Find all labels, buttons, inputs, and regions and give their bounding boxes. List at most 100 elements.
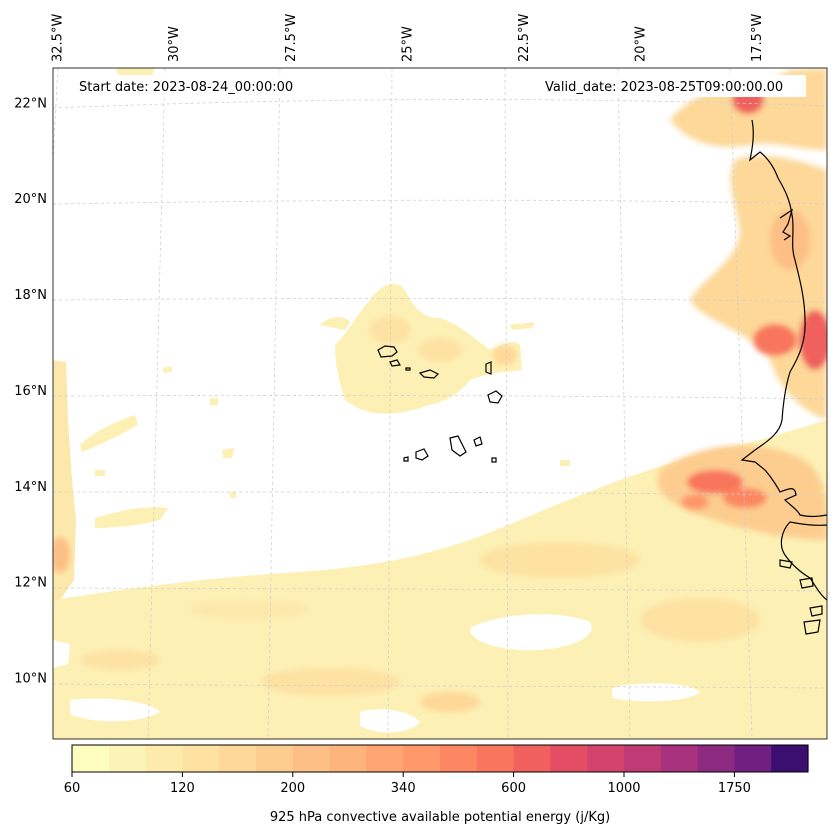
colorbar-segment (108, 745, 147, 772)
lat-tick-label: 18°N (14, 288, 47, 303)
colorbar-segment (182, 745, 220, 772)
cape-patch (190, 600, 310, 620)
colorbar-segment (145, 745, 183, 772)
cape-gap-south-3 (360, 709, 420, 733)
coastline-islands-bijagos (779, 559, 823, 635)
colorbar-segment (403, 745, 441, 772)
longitude-tick-labels: 32.5°W 30°W 27.5°W 25°W 22.5°W 20°W 17.5°W (51, 14, 765, 62)
cape-field (53, 68, 827, 739)
colorbar-segment (440, 745, 478, 772)
colorbar-segment (734, 745, 772, 772)
cape-patch (418, 338, 462, 362)
map-gridlines (53, 68, 827, 739)
colorbar-segment (329, 745, 367, 772)
island-fogo (415, 448, 429, 461)
cape-patch (640, 598, 760, 642)
cape-region-capeverde-tail (320, 317, 350, 330)
coastline-north-inlet (779, 208, 794, 241)
colorbar-segment (219, 745, 257, 772)
island-sao-nicolau (418, 369, 440, 379)
cape-patch-small (116, 68, 155, 75)
cape-gap-south-4 (70, 698, 160, 722)
cape-patch (770, 210, 810, 270)
cape-patch (260, 668, 400, 696)
cape-patch-small (222, 448, 234, 458)
colorbar-segment (366, 745, 404, 772)
lat-tick-label: 10°N (14, 672, 47, 687)
colorbar-border (71, 744, 809, 773)
cape-max-mauritania-1 (753, 324, 797, 356)
lat-tick-label: 14°N (14, 480, 47, 495)
colorbar-segment (256, 745, 294, 772)
colorbar-segment (550, 745, 588, 772)
lon-tick-label: 22.5°W (517, 14, 532, 62)
cape-region-south-band (53, 420, 827, 739)
cape-max-mauritania-2 (799, 310, 827, 370)
cape-patch (370, 316, 410, 344)
colorbar-tick-label: 1000 (607, 781, 640, 796)
colorbar-segment (292, 745, 331, 772)
cape-patch (80, 650, 160, 670)
colorbar-segment (72, 745, 110, 772)
cape-patch-small (163, 366, 172, 373)
cape-patch-small (95, 507, 168, 528)
island-small (491, 457, 497, 463)
island-santo-antao (377, 345, 398, 358)
cape-max-senegal-3 (681, 494, 709, 510)
cape-patch-small (230, 492, 236, 498)
colorbar-segment (771, 745, 809, 772)
cape-max-west-edge (53, 537, 70, 573)
cape-patch (480, 542, 640, 578)
lat-tick-label: 22°N (14, 96, 47, 111)
lon-tick-label: 25°W (400, 26, 415, 62)
cape-patch-small (560, 460, 570, 466)
lon-tick-label: 27.5°W (284, 14, 299, 62)
valid-date-label: Valid_date: 2023-08-25T09:00:00.00 (545, 80, 783, 95)
colorbar-tick-label: 60 (64, 781, 81, 796)
colorbar: 60 120 200 340 600 1000 1750 (64, 744, 809, 796)
colorbar-segment (513, 745, 551, 772)
lat-tick-label: 20°N (14, 192, 47, 207)
lon-tick-label: 30°W (167, 26, 182, 62)
coastline-guinea-bissau (780, 521, 827, 601)
cape-region-capeverde-east (510, 322, 535, 330)
colorbar-tick-label: 340 (391, 781, 416, 796)
colorbar-tick-label: 200 (280, 781, 305, 796)
cape-max-senegal-2 (723, 488, 767, 508)
lon-tick-label: 32.5°W (51, 14, 66, 62)
island-maio (473, 436, 483, 447)
cape-gap-south-2 (612, 683, 700, 702)
latitude-tick-labels: 22°N 20°N 18°N 16°N 14°N 12°N 10°N (14, 96, 47, 686)
colorbar-tick-label: 120 (170, 781, 195, 796)
cape-gap-south-1 (470, 614, 592, 651)
start-date-box (72, 75, 312, 97)
valid-date-box (538, 75, 806, 97)
lat-tick-label: 16°N (14, 384, 47, 399)
island-sao-vicente (389, 359, 401, 367)
island-boa-vista (487, 390, 503, 404)
colorbar-segment (697, 745, 735, 772)
colorbar-segment (476, 745, 515, 772)
cape-patch-small (95, 470, 105, 476)
cape-patch-small (210, 398, 218, 405)
map-frame (52, 67, 828, 740)
cape-verde-islands (377, 345, 503, 463)
island-santiago (449, 435, 467, 457)
cape-patch (493, 345, 517, 365)
cape-gap-south-5 (53, 640, 70, 668)
coastline-west-africa (740, 119, 827, 518)
cape-patch (420, 692, 480, 712)
lon-tick-label: 20°W (634, 26, 649, 62)
island-santa-luzia (405, 367, 411, 371)
lat-tick-label: 12°N (14, 576, 47, 591)
lon-tick-label: 17.5°W (750, 14, 765, 62)
colorbar-segment (587, 745, 625, 772)
cape-max-senegal-1 (687, 470, 743, 494)
start-date-label: Start date: 2023-08-24_00:00:00 (79, 80, 293, 95)
cape-patch-small (80, 415, 138, 452)
colorbar-segment (624, 745, 662, 772)
colorbar-segment (660, 745, 699, 772)
colorbar-tick-label: 1750 (718, 781, 751, 796)
